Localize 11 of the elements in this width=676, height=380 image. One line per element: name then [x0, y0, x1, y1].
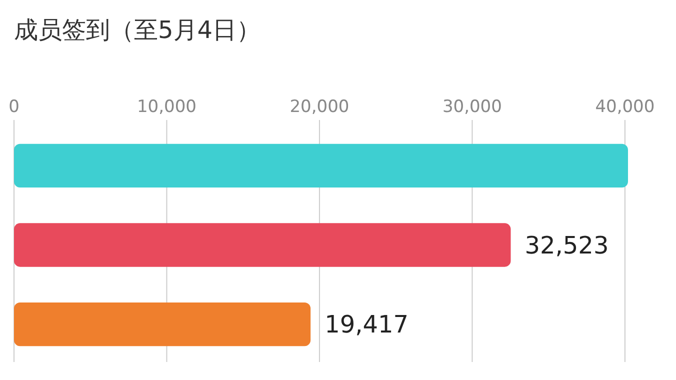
- x-tick-label: 0: [8, 97, 20, 117]
- bar: [14, 302, 311, 346]
- x-tick-label: 40,000: [595, 97, 655, 117]
- x-tick-label: 30,000: [442, 97, 502, 117]
- data-label: 32,523: [524, 231, 609, 260]
- x-tick-label: 20,000: [290, 97, 350, 117]
- x-tick-label: 10,000: [136, 97, 196, 117]
- bar: [14, 144, 628, 188]
- bar: [14, 223, 511, 267]
- chart-title: 成员签到（至5月4日）: [14, 16, 261, 44]
- data-label: 19,417: [324, 310, 409, 339]
